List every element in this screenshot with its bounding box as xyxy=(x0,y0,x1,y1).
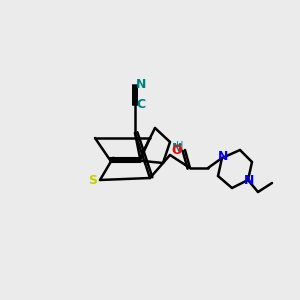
Text: H: H xyxy=(176,141,184,151)
Text: N: N xyxy=(244,175,254,188)
Text: C: C xyxy=(136,98,146,112)
Text: N: N xyxy=(218,151,228,164)
Text: S: S xyxy=(88,175,98,188)
Text: O: O xyxy=(172,143,182,157)
Text: N: N xyxy=(172,142,182,155)
Text: N: N xyxy=(136,79,146,92)
